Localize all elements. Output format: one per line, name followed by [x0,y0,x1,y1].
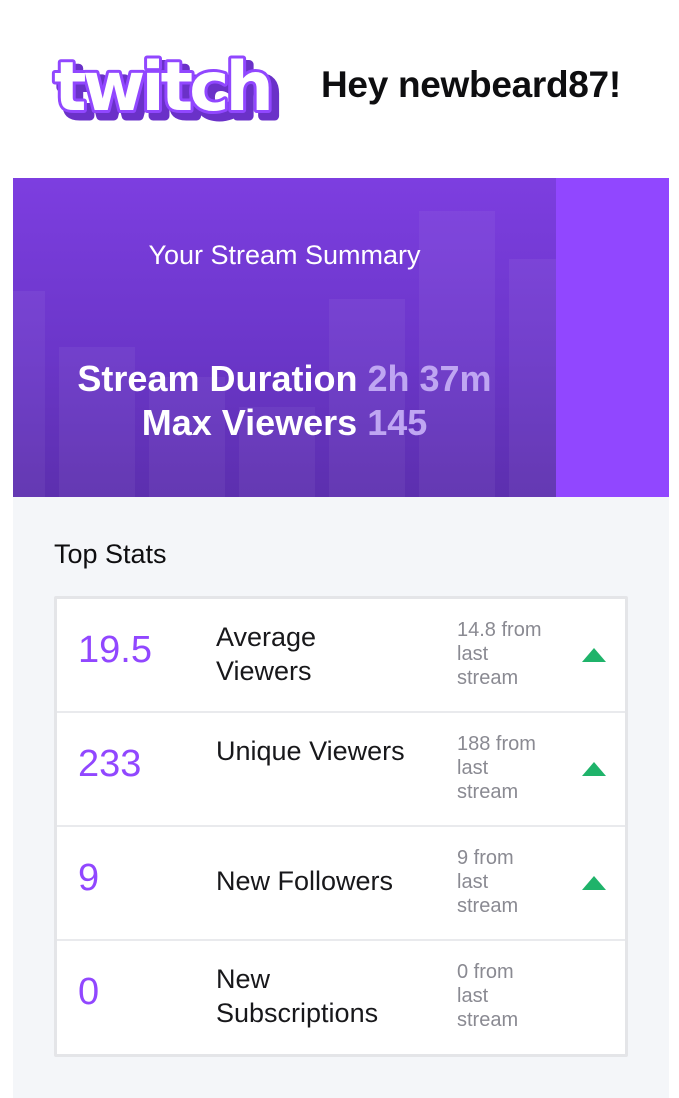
stat-value: 233 [78,743,142,785]
decorative-bar [239,407,315,497]
stream-duration-line: Stream Duration 2h 37m [13,358,556,400]
decorative-bar [149,377,225,497]
decorative-bar [329,299,405,497]
stat-label: New Subscriptions [216,964,379,1028]
trend-up-icon [582,762,606,776]
top-stats-section: Top Stats 19.5 Average Viewers 14.8 from… [13,497,669,1098]
stat-value: 0 [78,971,100,1013]
stat-row-new-subscriptions: 0 New Subscriptions 0 from last stream [57,941,625,1055]
decorative-bar [59,347,135,497]
twitch-logo[interactable]: twitch twitch [50,50,284,134]
stat-label: Unique Viewers [216,736,405,766]
stat-change: 188 from last stream [457,733,536,803]
trend-up-icon [582,876,606,890]
stat-row-new-followers: 9 New Followers 9 from last stream [57,827,625,941]
max-viewers-label: Max Viewers [141,402,358,443]
summary-title: Your Stream Summary [148,240,421,270]
trend-up-icon [582,648,606,662]
max-viewers-value: 145 [367,402,428,443]
top-stats-heading: Top Stats [54,539,167,569]
stream-duration-value: 2h 37m [367,358,492,399]
decorative-bar [13,291,45,497]
stat-value: 9 [78,857,100,899]
svg-text:twitch: twitch [60,54,276,133]
stream-summary-banner: Your Stream Summary Stream Duration 2h 3… [13,178,669,497]
stat-row-average-viewers: 19.5 Average Viewers 14.8 from last stre… [57,599,625,713]
decorative-bar [509,259,556,497]
email-header: twitch twitch Hey newbeard87! [0,0,679,178]
stat-change: 9 from last stream [457,847,519,917]
greeting-text: Hey newbeard87! [321,64,621,105]
stream-duration-label: Stream Duration [77,358,358,399]
stat-value: 19.5 [78,629,152,671]
svg-text:twitch: twitch [54,50,270,127]
stat-row-unique-viewers: 233 Unique Viewers 188 from last stream [57,713,625,827]
stat-change: 14.8 from last stream [457,619,542,689]
stat-label: Average Viewers [216,622,317,686]
stats-table: 19.5 Average Viewers 14.8 from last stre… [54,596,628,1057]
summary-panel: Your Stream Summary Stream Duration 2h 3… [13,178,556,497]
stat-label: New Followers [216,866,394,896]
max-viewers-line: Max Viewers 145 [13,402,556,444]
stat-change: 0 from last stream [457,961,519,1031]
decorative-bar [419,211,495,497]
